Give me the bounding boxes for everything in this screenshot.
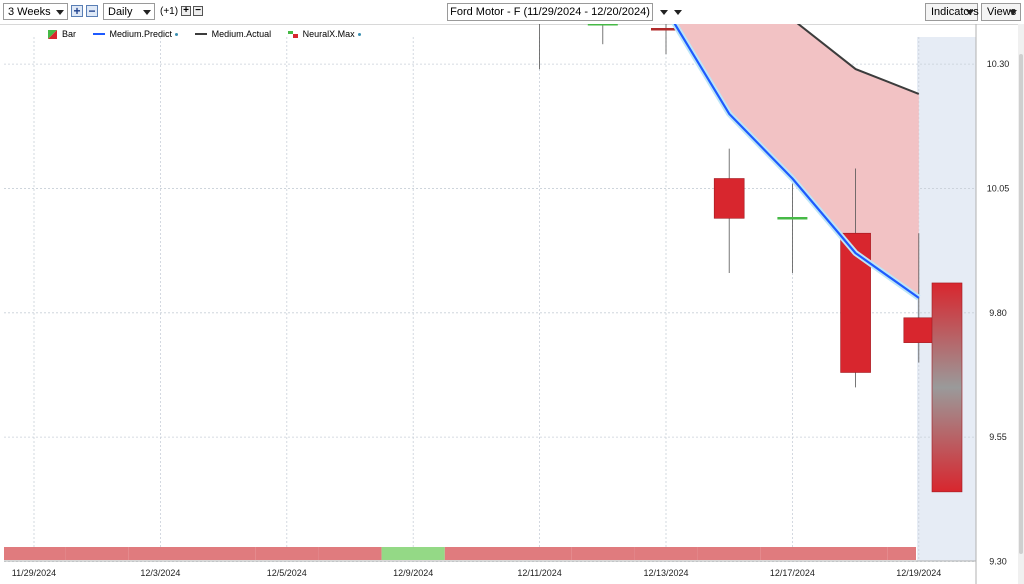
period-select[interactable]: 3 Weeks — [3, 3, 68, 20]
signal-strip-segment — [634, 547, 698, 560]
symbol-title-field[interactable]: Ford Motor - F (11/29/2024 - 12/20/2024) — [447, 3, 653, 21]
signal-strip-segment — [571, 547, 635, 560]
signal-strip-segment — [760, 547, 824, 560]
y-tick-label: 9.30 — [989, 557, 1007, 567]
toolbar: 3 Weeks + − Daily (+1) + − Ford Motor - … — [0, 0, 1024, 25]
signal-strip-segment — [697, 547, 761, 560]
legend-label: Bar — [62, 28, 77, 39]
signal-strip-segment — [508, 547, 572, 560]
views-label: Views — [987, 6, 1017, 18]
offset-label: (+1) — [160, 6, 179, 17]
interval-select[interactable]: Daily — [103, 3, 155, 20]
chevron-down-icon — [966, 10, 974, 15]
signal-strip-segment — [192, 547, 256, 560]
candle — [539, 24, 540, 70]
legend-label: Medium.Predict — [109, 28, 173, 39]
chart-legend: Bar Medium.Predict Medium.Actual NeuralX… — [48, 28, 375, 39]
medium-predict-line — [673, 24, 920, 299]
predict-actual-band — [674, 24, 919, 298]
chevron-down-icon — [56, 10, 64, 15]
zoom-out-button[interactable]: − — [86, 5, 98, 17]
y-tick-label: 9.80 — [989, 308, 1007, 318]
chevron-down-icon — [143, 10, 151, 15]
x-tick-label: 12/9/2024 — [393, 568, 433, 578]
candle — [777, 183, 808, 274]
legend-item-bar[interactable]: Bar — [48, 29, 76, 39]
x-tick-label: 12/3/2024 — [140, 568, 180, 578]
period-value: 3 Weeks — [8, 6, 51, 18]
legend-label: Medium.Actual — [211, 28, 272, 39]
candle — [587, 24, 618, 45]
x-tick-label: 12/13/2024 — [643, 568, 688, 578]
y-tick-label: 10.05 — [987, 183, 1010, 193]
signal-strip-segment — [381, 547, 445, 560]
x-tick-label: 12/11/2024 — [517, 568, 561, 578]
indicators-button[interactable]: Indicators — [925, 3, 979, 21]
neuralx-legend-icon — [287, 30, 298, 38]
legend-label: NeuralX.Max — [302, 28, 355, 39]
offset-plus-button[interactable]: + — [181, 6, 191, 16]
signal-strip-segment — [4, 547, 66, 560]
page-title: Ford Motor - F (11/29/2024 - 12/20/2024) — [450, 6, 650, 18]
signal-strip-segment — [444, 547, 508, 560]
candle — [713, 148, 745, 274]
signal-strip-segment — [824, 547, 888, 560]
y-tick-label: 10.30 — [987, 59, 1010, 69]
views-button[interactable]: Views — [981, 3, 1021, 21]
signal-strip-segment — [65, 547, 129, 560]
candle-body — [903, 317, 935, 343]
x-tick-label: 12/17/2024 — [770, 568, 815, 578]
x-tick-label: 12/19/2024 — [896, 568, 941, 578]
candle-legend-icon — [48, 29, 57, 39]
signal-strip-segment — [255, 547, 319, 560]
signal-strip-segment — [128, 547, 192, 560]
symbol-dropdown-icon[interactable] — [660, 10, 668, 15]
chevron-down-icon — [1009, 10, 1017, 15]
x-tick-label: 11/29/2024 — [12, 568, 56, 578]
legend-item-medium-actual[interactable]: Medium.Actual — [194, 28, 272, 39]
legend-item-neuralx-max[interactable]: NeuralX.Max — [287, 28, 361, 39]
scrollbar-thumb — [1019, 54, 1023, 554]
y-tick-label: 9.55 — [989, 432, 1007, 442]
legend-item-medium-predict[interactable]: Medium.Predict — [92, 28, 179, 39]
line-legend-icon — [92, 33, 105, 36]
candle-body — [713, 178, 745, 219]
interval-value: Daily — [108, 6, 133, 18]
zoom-in-button[interactable]: + — [71, 5, 83, 17]
offset-minus-button[interactable]: − — [193, 6, 203, 16]
dot-icon — [175, 32, 179, 36]
neuralx-forecast-bar — [931, 282, 963, 493]
dot-icon — [357, 32, 361, 36]
line-legend-icon — [194, 33, 207, 36]
indicators-label: Indicators — [931, 6, 979, 18]
price-chart[interactable]: 11.3011.0510.8010.5510.3010.059.809.559.… — [0, 24, 1024, 584]
x-tick-label: 12/5/2024 — [267, 568, 307, 578]
signal-strip-segment — [887, 547, 916, 560]
symbol-menu-icon[interactable] — [674, 10, 682, 15]
signal-strip-segment — [318, 547, 382, 560]
